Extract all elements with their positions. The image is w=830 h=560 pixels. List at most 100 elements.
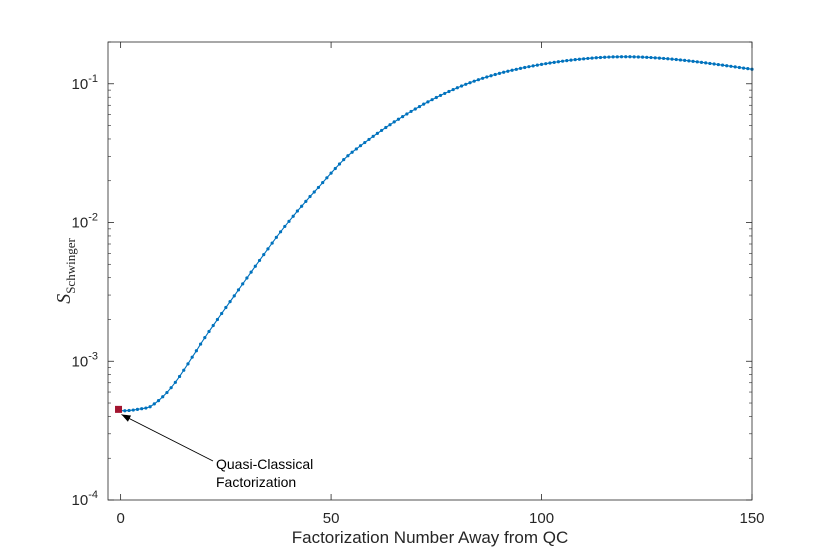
data-point: [741, 66, 746, 70]
data-point: [535, 63, 539, 67]
data-point: [443, 91, 447, 96]
data-point: [481, 76, 485, 80]
data-point: [725, 64, 729, 68]
data-point: [190, 355, 194, 359]
data-point: [468, 81, 472, 85]
data-point: [312, 190, 316, 194]
data-point: [144, 406, 148, 410]
data-point: [565, 59, 569, 63]
data-point: [447, 89, 451, 94]
plot-area: [108, 42, 752, 500]
data-point: [670, 57, 674, 61]
quasi-classical-point: [115, 405, 123, 413]
data-point: [577, 57, 582, 61]
data-point: [342, 158, 346, 162]
data-point: [325, 176, 329, 180]
data-point: [253, 264, 257, 268]
data-point: [232, 294, 236, 298]
data-point: [438, 93, 443, 98]
data-point: [165, 390, 169, 395]
data-point: [666, 57, 670, 61]
data-point: [333, 166, 337, 171]
data-point: [379, 128, 384, 133]
data-point: [401, 114, 405, 119]
data-point: [169, 386, 173, 390]
y-tick-label: 10-4: [72, 489, 98, 509]
data-point: [472, 79, 476, 83]
data-point: [683, 58, 687, 62]
data-point: [266, 247, 270, 251]
data-point: [527, 65, 531, 69]
data-point: [708, 61, 712, 66]
data-point: [544, 62, 548, 66]
data-point: [653, 56, 657, 60]
data-point: [552, 60, 556, 64]
data-point: [148, 405, 152, 409]
data-point: [502, 70, 506, 74]
data-point: [746, 67, 750, 71]
data-point: [485, 75, 489, 79]
axes-box: [107, 41, 753, 501]
data-point: [388, 123, 392, 127]
data-point: [598, 55, 603, 60]
data-point: [177, 374, 182, 379]
data-point: [422, 102, 426, 106]
data-point: [346, 154, 350, 158]
annotation-arrowhead: [121, 414, 132, 422]
data-point: [548, 61, 552, 65]
data-point: [173, 380, 177, 384]
data-point: [699, 60, 704, 64]
data-point: [636, 55, 640, 59]
data-point: [367, 137, 371, 142]
data-point: [186, 362, 190, 366]
data-point: [182, 368, 186, 372]
data-point: [274, 235, 278, 239]
data-point: [199, 342, 203, 346]
svg-text:SSchwinger: SSchwinger: [53, 238, 78, 304]
data-point: [262, 253, 266, 257]
data-point: [594, 56, 598, 60]
data-point: [687, 59, 691, 63]
data-point: [236, 288, 241, 292]
data-point: [409, 109, 413, 114]
data-point: [291, 214, 295, 218]
data-point: [161, 395, 165, 399]
data-point: [704, 61, 708, 65]
data-point: [375, 131, 379, 135]
data-point: [455, 86, 459, 90]
data-point: [329, 171, 333, 175]
data-point: [215, 317, 220, 322]
y-axis-label-main: S: [53, 294, 75, 304]
data-point: [304, 199, 308, 203]
data-point: [497, 71, 502, 75]
data-point: [392, 120, 396, 124]
data-point: [413, 107, 417, 111]
y-tick-label: 10-3: [72, 350, 98, 370]
data-point: [586, 56, 590, 61]
data-point: [371, 134, 375, 138]
data-point: [733, 65, 737, 69]
x-ticks: 0 50 100 150: [116, 42, 765, 527]
x-tick-label: 100: [529, 510, 554, 527]
annotation-arrow-line: [121, 414, 214, 462]
data-point: [539, 62, 544, 66]
annotation-line-1: Quasi-Classical: [216, 456, 313, 472]
data-point: [712, 62, 716, 66]
data-point: [662, 56, 666, 61]
data-point: [211, 323, 215, 328]
data-point: [278, 230, 283, 234]
data-marks: [115, 55, 754, 413]
data-point: [645, 55, 649, 59]
data-point: [405, 112, 409, 116]
data-point: [321, 180, 325, 185]
data-point: [510, 68, 514, 72]
data-point: [127, 408, 131, 413]
y-tick-label: 10-2: [72, 212, 98, 232]
data-point: [476, 78, 481, 82]
x-axis-label: Factorization Number Away from QC: [292, 528, 569, 547]
x-tick-label: 150: [739, 510, 764, 527]
y-tick-label: 10-1: [72, 73, 98, 93]
data-point: [607, 55, 611, 59]
data-point: [560, 59, 565, 63]
